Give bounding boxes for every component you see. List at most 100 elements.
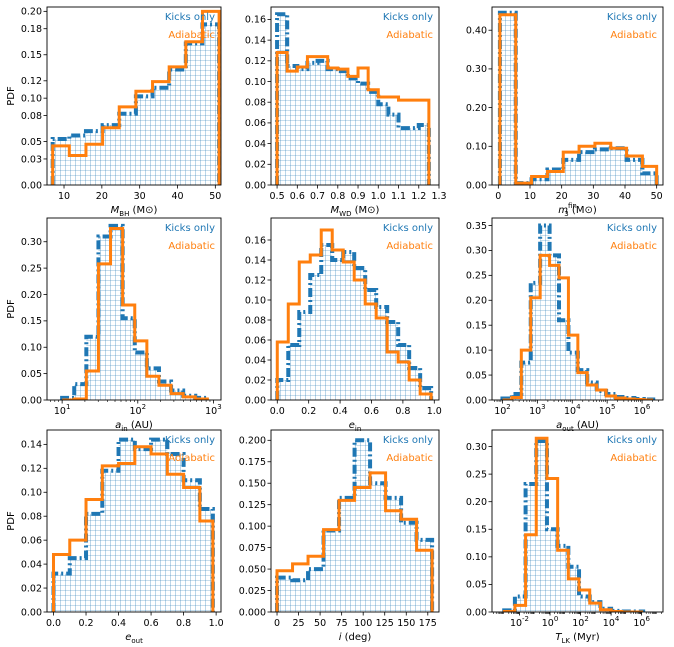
kicks-bar bbox=[337, 71, 348, 185]
y-tick-label: 0.30 bbox=[466, 64, 487, 75]
y-tick-label: 0.10 bbox=[466, 552, 487, 563]
y-tick-label: 0.04 bbox=[245, 139, 266, 150]
y-tick-label: 0.06 bbox=[245, 118, 266, 129]
x-axis-label: ain (AU) bbox=[115, 420, 153, 433]
kicks-bar bbox=[297, 69, 308, 185]
y-tick-label: 0.20 bbox=[466, 103, 487, 114]
kicks-bar bbox=[169, 69, 186, 185]
kicks-bar bbox=[134, 449, 152, 612]
y-tick-label: 0.10 bbox=[245, 295, 266, 306]
kicks-bar bbox=[499, 12, 516, 185]
y-tick-label: 0.04 bbox=[21, 559, 42, 570]
x-tick-label: 150 bbox=[397, 618, 415, 629]
x-tick-label: 106 bbox=[633, 615, 650, 629]
kicks-bar bbox=[540, 225, 550, 400]
kicks-bar bbox=[568, 352, 578, 400]
kicks-bar bbox=[323, 530, 340, 612]
adiabatic-step-line bbox=[502, 436, 644, 612]
kicks-bar bbox=[52, 138, 70, 185]
x-tick-label: 10-2 bbox=[510, 615, 529, 629]
chart-panel-9: 0.00 0.05 0.10 0.15 0.20 0.25 0.30 10-2 100 102 10… bbox=[466, 429, 664, 645]
x-tick-label: 106 bbox=[634, 403, 651, 417]
axes-frame bbox=[491, 6, 664, 186]
y-tick-label: 0.050 bbox=[239, 564, 266, 575]
legend-kicks-only: Kicks only bbox=[165, 435, 215, 446]
x-tick-label: 102 bbox=[572, 615, 589, 629]
x-axis-label: mfin 3 (M⊙) bbox=[558, 202, 597, 218]
y-tick-label: 0.00 bbox=[21, 607, 42, 618]
y-tick-label: 0.04 bbox=[245, 355, 266, 366]
x-tick-label: 50 bbox=[314, 618, 326, 629]
kicks-bar bbox=[310, 275, 322, 400]
x-axis-label: eout bbox=[125, 632, 143, 645]
y-tick-label: 0.075 bbox=[239, 543, 266, 554]
axes-frame bbox=[491, 217, 664, 401]
kicks-bar bbox=[354, 440, 371, 612]
axes-frame bbox=[46, 6, 222, 186]
kicks-bar bbox=[332, 260, 344, 400]
x-tick-label: 40 bbox=[171, 191, 183, 202]
kicks-bar bbox=[307, 62, 318, 185]
x-tick-label: 0.7 bbox=[310, 191, 325, 202]
x-tick-label: 100 bbox=[354, 618, 372, 629]
plot-area bbox=[500, 223, 656, 400]
kicks-bar bbox=[547, 169, 564, 185]
plot-area bbox=[50, 9, 221, 185]
x-tick-label: 0.2 bbox=[78, 618, 93, 629]
axes-frame bbox=[270, 429, 440, 613]
kicks-bar bbox=[86, 336, 99, 400]
y-tick-label: 0.25 bbox=[21, 263, 42, 274]
y-tick-label: 0.100 bbox=[239, 521, 266, 532]
x-tick-label: 0.6 bbox=[364, 406, 379, 417]
x-tick-label: 104 bbox=[564, 403, 581, 417]
y-tick-label: 0.00 bbox=[21, 180, 42, 191]
y-tick-label: 0.16 bbox=[245, 15, 266, 26]
y-tick-label: 0.000 bbox=[239, 607, 266, 618]
y-tick-label: 0.05 bbox=[466, 370, 487, 381]
y-tick-label: 0.06 bbox=[21, 535, 42, 546]
adiabatic-step-line bbox=[498, 13, 659, 185]
plot-area bbox=[60, 223, 210, 400]
kicks-bar bbox=[167, 453, 184, 612]
kicks-bar bbox=[579, 152, 595, 185]
kicks-bar bbox=[416, 539, 433, 612]
kicks-bar bbox=[317, 60, 328, 185]
kicks-bar bbox=[135, 96, 153, 185]
x-tick-label: 10 bbox=[58, 191, 70, 202]
kicks-bar bbox=[577, 370, 588, 400]
y-tick-label: 0.12 bbox=[21, 76, 42, 87]
y-tick-label: 0.08 bbox=[245, 315, 266, 326]
y-tick-label: 0.06 bbox=[245, 335, 266, 346]
y-tick-label: 0.12 bbox=[245, 56, 266, 67]
y-tick-label: 0.10 bbox=[245, 77, 266, 88]
kicks-bar bbox=[531, 179, 548, 185]
kicks-bar bbox=[378, 104, 389, 185]
kicks-bar bbox=[183, 480, 200, 612]
kicks-outline bbox=[275, 438, 435, 612]
x-tick-label: 102 bbox=[130, 403, 147, 417]
x-tick-label: 0.0 bbox=[270, 406, 285, 417]
y-tick-label: 0.02 bbox=[245, 160, 266, 171]
kicks-bar bbox=[376, 307, 388, 400]
legend-kicks-only: Kicks only bbox=[383, 435, 433, 446]
kicks-bar bbox=[568, 566, 580, 612]
plot-area bbox=[502, 436, 646, 612]
legend-kicks-only: Kicks only bbox=[607, 223, 657, 234]
y-tick-label: 0.02 bbox=[245, 375, 266, 386]
kicks-bar bbox=[86, 513, 103, 612]
y-tick-label: 0.20 bbox=[466, 497, 487, 508]
kicks-outline bbox=[51, 437, 215, 612]
x-tick-label: 100 bbox=[542, 615, 559, 629]
kicks-bar bbox=[525, 484, 537, 612]
y-tick-label: 0.05 bbox=[21, 137, 42, 148]
kicks-bar bbox=[277, 14, 288, 185]
y-tick-label: 0.05 bbox=[466, 580, 487, 591]
kicks-bar bbox=[292, 580, 309, 612]
x-axis-label: ein bbox=[349, 420, 362, 433]
adiabatic-step-line bbox=[62, 227, 209, 400]
kicks-outline bbox=[275, 243, 434, 400]
kicks-bar bbox=[185, 43, 203, 185]
kicks-bar bbox=[549, 255, 560, 400]
y-tick-label: 0.15 bbox=[21, 50, 42, 61]
chart-panel-6: 0.00 0.05 0.10 0.15 0.20 0.25 0.30 0.35 102 103 10… bbox=[466, 217, 664, 433]
